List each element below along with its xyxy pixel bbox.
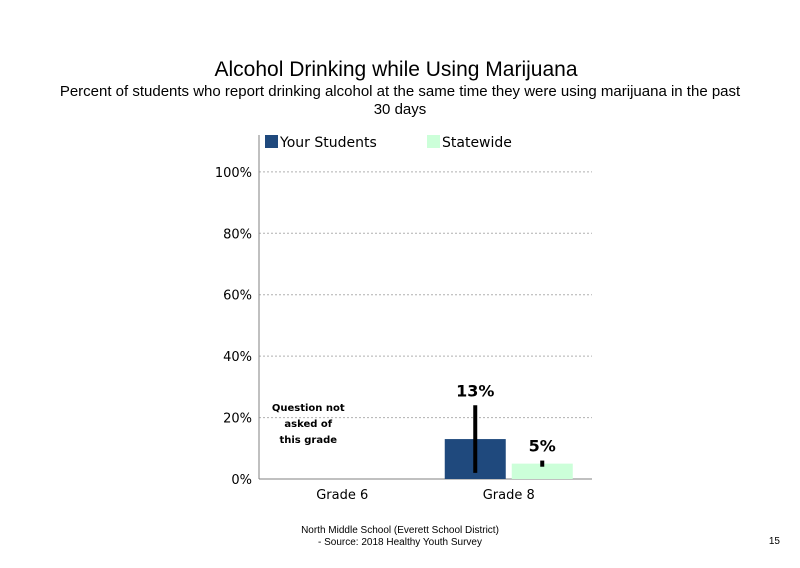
footer-source: - Source: 2018 Healthy Youth Survey <box>318 537 482 548</box>
y-tick-label-0: 0% <box>231 473 252 488</box>
legend-swatch-statewide <box>427 135 440 148</box>
data-label-0-1: 13% <box>456 381 494 400</box>
annotation-line-0: Question not <box>272 403 345 414</box>
data-label-1-1: 5% <box>529 437 556 456</box>
y-tick-label-80: 80% <box>223 227 252 242</box>
y-tick-label-40: 40% <box>223 350 252 365</box>
annotation-line-1: asked of <box>284 419 332 430</box>
source-footer: North Middle School (Everett School Dist… <box>250 525 550 549</box>
y-tick-label-20: 20% <box>223 412 252 427</box>
bar-statewide-1 <box>511 463 573 479</box>
x-tick-label-0: Grade 6 <box>316 488 368 503</box>
page-number: 15 <box>768 536 780 547</box>
chart-title: Alcohol Drinking while Using Marijuana <box>214 58 578 81</box>
x-tick-label-1: Grade 8 <box>483 488 535 503</box>
legend-swatch-your-students <box>265 135 278 148</box>
y-tick-label-100: 100% <box>215 166 252 181</box>
legend-label-statewide: Statewide <box>442 135 512 151</box>
annotation-line-2: this grade <box>279 435 337 446</box>
legend-label-your-students: Your Students <box>279 135 377 151</box>
y-tick-label-60: 60% <box>223 289 252 304</box>
footer-school: North Middle School (Everett School Dist… <box>301 525 499 536</box>
chart-subtitle: Percent of students who report drinking … <box>59 83 741 118</box>
